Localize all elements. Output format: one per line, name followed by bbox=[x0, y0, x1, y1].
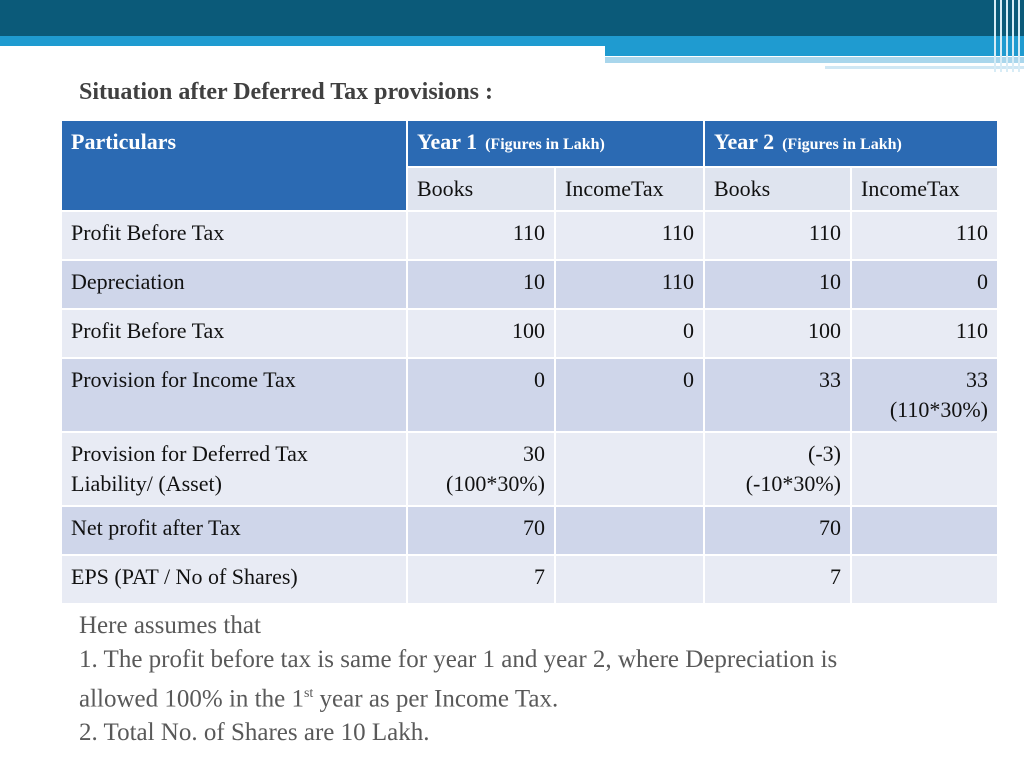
cell-y1-tax: 0 bbox=[554, 308, 705, 359]
cell-y1-tax: 110 bbox=[554, 259, 705, 310]
cell-y2-tax bbox=[850, 431, 999, 507]
row-label: Depreciation bbox=[60, 259, 408, 310]
table-row: Provision for Income Tax 0 0 33 33 (110*… bbox=[60, 357, 999, 433]
sub-header-year-2-books: Books bbox=[703, 166, 852, 212]
cell-y2-books: 33 bbox=[703, 357, 852, 433]
table-row: Provision for Deferred Tax Liability/ (A… bbox=[60, 431, 999, 507]
assumption-notes: Here assumes that 1. The profit before t… bbox=[79, 609, 979, 750]
sub-header-year-2-incometax: IncomeTax bbox=[850, 166, 999, 212]
notes-item-1-line-2: allowed 100% in the 1st year as per Inco… bbox=[79, 677, 979, 716]
header-year-1: Year 1 (Figures in Lakh) bbox=[406, 119, 705, 168]
header-band-light-2 bbox=[825, 66, 1024, 69]
sub-header-year-1-books: Books bbox=[406, 166, 556, 212]
year-2-note: (Figures in Lakh) bbox=[782, 136, 902, 153]
cell-y2-books: 7 bbox=[703, 554, 852, 605]
cell-y1-books: 70 bbox=[406, 505, 556, 556]
row-label: Provision for Deferred Tax Liability/ (A… bbox=[60, 431, 408, 507]
cell-y1-tax: 0 bbox=[554, 357, 705, 433]
sub-header-year-1-incometax: IncomeTax bbox=[554, 166, 705, 212]
header-band-blue bbox=[0, 36, 1024, 46]
cell-y1-tax bbox=[554, 554, 705, 605]
row-label-line-2: Liability/ (Asset) bbox=[71, 471, 222, 496]
cell-value: (-3) bbox=[808, 441, 841, 466]
cell-formula: (-10*30%) bbox=[745, 471, 841, 496]
cell-y2-tax bbox=[850, 554, 999, 605]
year-1-note: (Figures in Lakh) bbox=[485, 136, 605, 153]
cell-y2-tax: 33 (110*30%) bbox=[850, 357, 999, 433]
header-year-2: Year 2 (Figures in Lakh) bbox=[703, 119, 999, 168]
cell-y2-tax bbox=[850, 505, 999, 556]
header-particulars: Particulars bbox=[60, 119, 408, 212]
notes-intro: Here assumes that bbox=[79, 612, 261, 639]
header-band-line bbox=[605, 56, 950, 57]
cell-y2-tax: 110 bbox=[850, 308, 999, 359]
cell-y1-books: 10 bbox=[406, 259, 556, 310]
year-1-label: Year 1 bbox=[417, 129, 478, 154]
table-row: EPS (PAT / No of Shares) 7 7 bbox=[60, 554, 999, 605]
notes-superscript: st bbox=[303, 686, 314, 701]
cell-y2-books: 70 bbox=[703, 505, 852, 556]
header-band-light bbox=[605, 57, 1024, 63]
cell-formula: (100*30%) bbox=[446, 471, 545, 496]
deferred-tax-table: Particulars Year 1 (Figures in Lakh) Year… bbox=[60, 119, 999, 605]
row-label: Profit Before Tax bbox=[60, 210, 408, 261]
cell-y2-tax: 110 bbox=[850, 210, 999, 261]
cell-y1-books: 110 bbox=[406, 210, 556, 261]
cell-y1-books: 100 bbox=[406, 308, 556, 359]
row-label: Profit Before Tax bbox=[60, 308, 408, 359]
cell-y2-books: 110 bbox=[703, 210, 852, 261]
table-row: Net profit after Tax 70 70 bbox=[60, 505, 999, 556]
header-stripes bbox=[992, 0, 1024, 72]
row-label: EPS (PAT / No of Shares) bbox=[60, 554, 408, 605]
notes-item-2: 2. Total No. of Shares are 10 Lakh. bbox=[79, 719, 430, 747]
header-band-step bbox=[605, 46, 1024, 56]
table-row: Profit Before Tax 110 110 110 110 bbox=[60, 210, 999, 261]
header-band-dark bbox=[0, 0, 1024, 36]
cell-formula: (110*30%) bbox=[889, 397, 988, 422]
cell-y2-tax: 0 bbox=[850, 259, 999, 310]
cell-value: 30 bbox=[523, 441, 545, 466]
cell-y1-tax bbox=[554, 431, 705, 507]
row-label: Provision for Income Tax bbox=[60, 357, 408, 433]
cell-y2-books: 10 bbox=[703, 259, 852, 310]
row-label-line-1: Provision for Deferred Tax bbox=[71, 441, 308, 466]
cell-y2-books: 100 bbox=[703, 308, 852, 359]
notes-item-1-text: allowed 100% in the 1 bbox=[79, 685, 304, 713]
table-row: Profit Before Tax 100 0 100 110 bbox=[60, 308, 999, 359]
notes-item-1-line-1: 1. The profit before tax is same for yea… bbox=[79, 646, 838, 673]
row-label: Net profit after Tax bbox=[60, 505, 408, 556]
slide-title: Situation after Deferred Tax provisions … bbox=[79, 79, 494, 105]
cell-value: 33 bbox=[966, 367, 988, 392]
cell-y2-books: (-3) (-10*30%) bbox=[703, 431, 852, 507]
year-2-label: Year 2 bbox=[714, 129, 775, 154]
cell-y1-tax: 110 bbox=[554, 210, 705, 261]
cell-y1-tax bbox=[554, 505, 705, 556]
cell-y1-books: 30 (100*30%) bbox=[406, 431, 556, 507]
cell-y1-books: 0 bbox=[406, 357, 556, 433]
cell-y1-books: 7 bbox=[406, 554, 556, 605]
table-row: Depreciation 10 110 10 0 bbox=[60, 259, 999, 310]
notes-item-1-tail: year as per Income Tax. bbox=[313, 685, 559, 713]
